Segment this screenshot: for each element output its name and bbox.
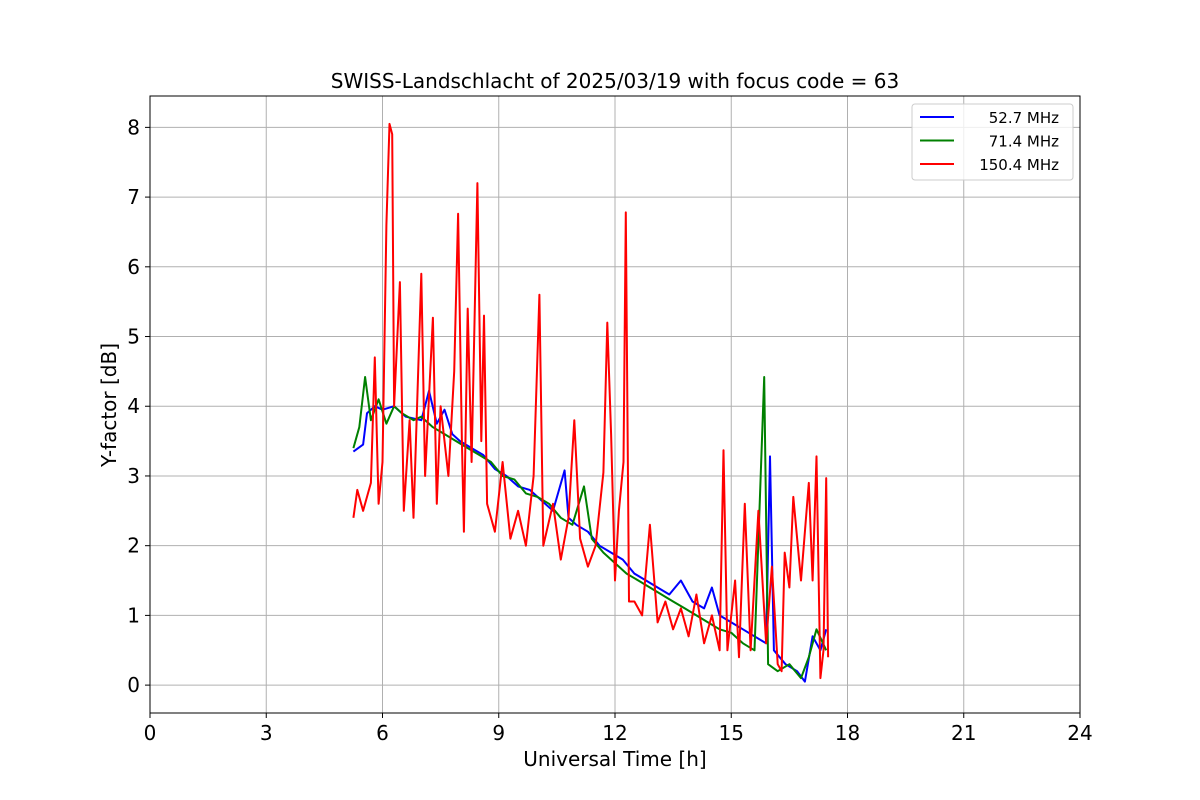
legend-label: 71.4 MHz (989, 133, 1059, 151)
y-axis: 0 1 2 3 4 5 6 7 8 (127, 115, 150, 697)
y-tick-label: 3 (127, 464, 140, 488)
y-tick-label: 5 (127, 325, 140, 349)
series-line-1 (352, 376, 828, 680)
legend: 52.7 MHz 71.4 MHz 150.4 MHz (911, 103, 1074, 181)
x-tick-label: 21 (951, 721, 976, 745)
chart-title: SWISS-Landschlacht of 2025/03/19 with fo… (331, 69, 899, 93)
series-line-2 (352, 122, 830, 680)
x-axis-title: Universal Time [h] (523, 747, 706, 771)
x-tick-label: 6 (376, 721, 389, 745)
y-tick-label: 4 (127, 394, 140, 418)
x-axis: 0 3 6 9 12 15 18 21 24 (144, 713, 1093, 745)
x-tick-label: 9 (492, 721, 505, 745)
y-axis-title: Y-factor [dB] (97, 343, 121, 468)
plot-clip-group (352, 122, 830, 683)
x-tick-label: 12 (602, 721, 627, 745)
y-tick-label: 8 (127, 115, 140, 139)
x-tick-label: 15 (719, 721, 744, 745)
y-tick-label: 6 (127, 255, 140, 279)
grid (149, 96, 1081, 713)
x-tick-label: 3 (260, 721, 273, 745)
y-tick-label: 7 (127, 185, 140, 209)
legend-box (911, 103, 1074, 181)
x-tick-label: 18 (835, 721, 860, 745)
x-tick-label: 24 (1067, 721, 1092, 745)
y-tick-label: 0 (127, 673, 140, 697)
y-tick-label: 1 (127, 603, 140, 627)
legend-label: 52.7 MHz (989, 109, 1059, 127)
x-tick-label: 0 (144, 721, 157, 745)
legend-label: 150.4 MHz (979, 156, 1059, 174)
y-tick-label: 2 (127, 534, 140, 558)
